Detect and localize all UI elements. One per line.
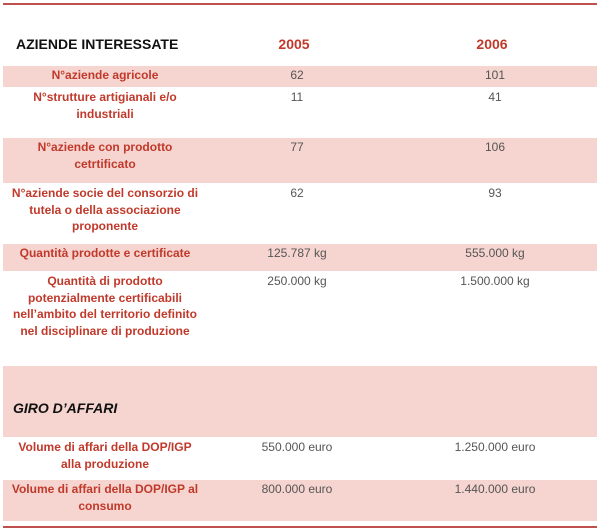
section-title: GIRO D’AFFARI (13, 400, 118, 416)
cell-2006: 555.000 kg (465, 246, 525, 260)
row-label: N°aziende socie del consorzio di tutela … (11, 186, 199, 233)
row-label: Quantità di prodotto potenzialmente cert… (12, 274, 197, 338)
header-cell: AZIENDE INTERESSATE (16, 36, 179, 52)
cell-2006: 93 (488, 186, 502, 200)
header-cell: 2005 (278, 36, 310, 52)
table-row: Volume di affari della DOP/IGP al consum… (3, 480, 597, 521)
header-cell: 2006 (476, 36, 508, 52)
table-row: N°strutture artigianali e/o industriali 1… (3, 88, 597, 137)
cell-2005: 62 (290, 186, 304, 200)
cell-2006: 41 (488, 90, 502, 104)
section-band: GIRO D’AFFARI (3, 366, 597, 437)
table-row: Quantità prodotte e certificate 125.787 k… (3, 244, 597, 271)
table-row: Quantità di prodotto potenzialmente cert… (3, 272, 597, 365)
cell-2005: 77 (290, 140, 304, 154)
cell-2005: 550.000 euro (261, 440, 333, 454)
row-label: N°aziende con prodotto cetrtificato (37, 140, 173, 171)
row-label: Volume di affari della DOP/IGP al consum… (11, 482, 199, 513)
row-label: N°strutture artigianali e/o industriali (33, 90, 177, 121)
table-row: N°aziende con prodotto cetrtificato 77 106 (3, 138, 597, 183)
row-label: N°aziende agricole (51, 68, 159, 82)
cell-2005: 250.000 kg (267, 274, 327, 288)
cell-2006: 1.500.000 kg (460, 274, 530, 288)
table-row: N°aziende socie del consorzio di tutela … (3, 184, 597, 243)
cell-2006: 101 (484, 68, 506, 82)
table-row: N°aziende agricole 62 101 (3, 66, 597, 87)
cell-2005: 62 (290, 68, 304, 82)
cell-2005: 11 (290, 90, 304, 104)
row-label: Volume di affari della DOP/IGP alla prod… (18, 440, 192, 471)
cell-2006: 1.250.000 euro (454, 440, 536, 454)
cell-2005: 125.787 kg (267, 246, 327, 260)
row-label: Quantità prodotte e certificate (19, 246, 191, 260)
table-row: Volume di affari della DOP/IGP alla prod… (3, 438, 597, 479)
top-rule (3, 3, 597, 5)
cell-2005: 800.000 euro (261, 482, 333, 496)
cell-2006: 106 (484, 140, 506, 154)
cell-2006: 1.440.000 euro (454, 482, 536, 496)
bottom-rule (3, 526, 597, 528)
